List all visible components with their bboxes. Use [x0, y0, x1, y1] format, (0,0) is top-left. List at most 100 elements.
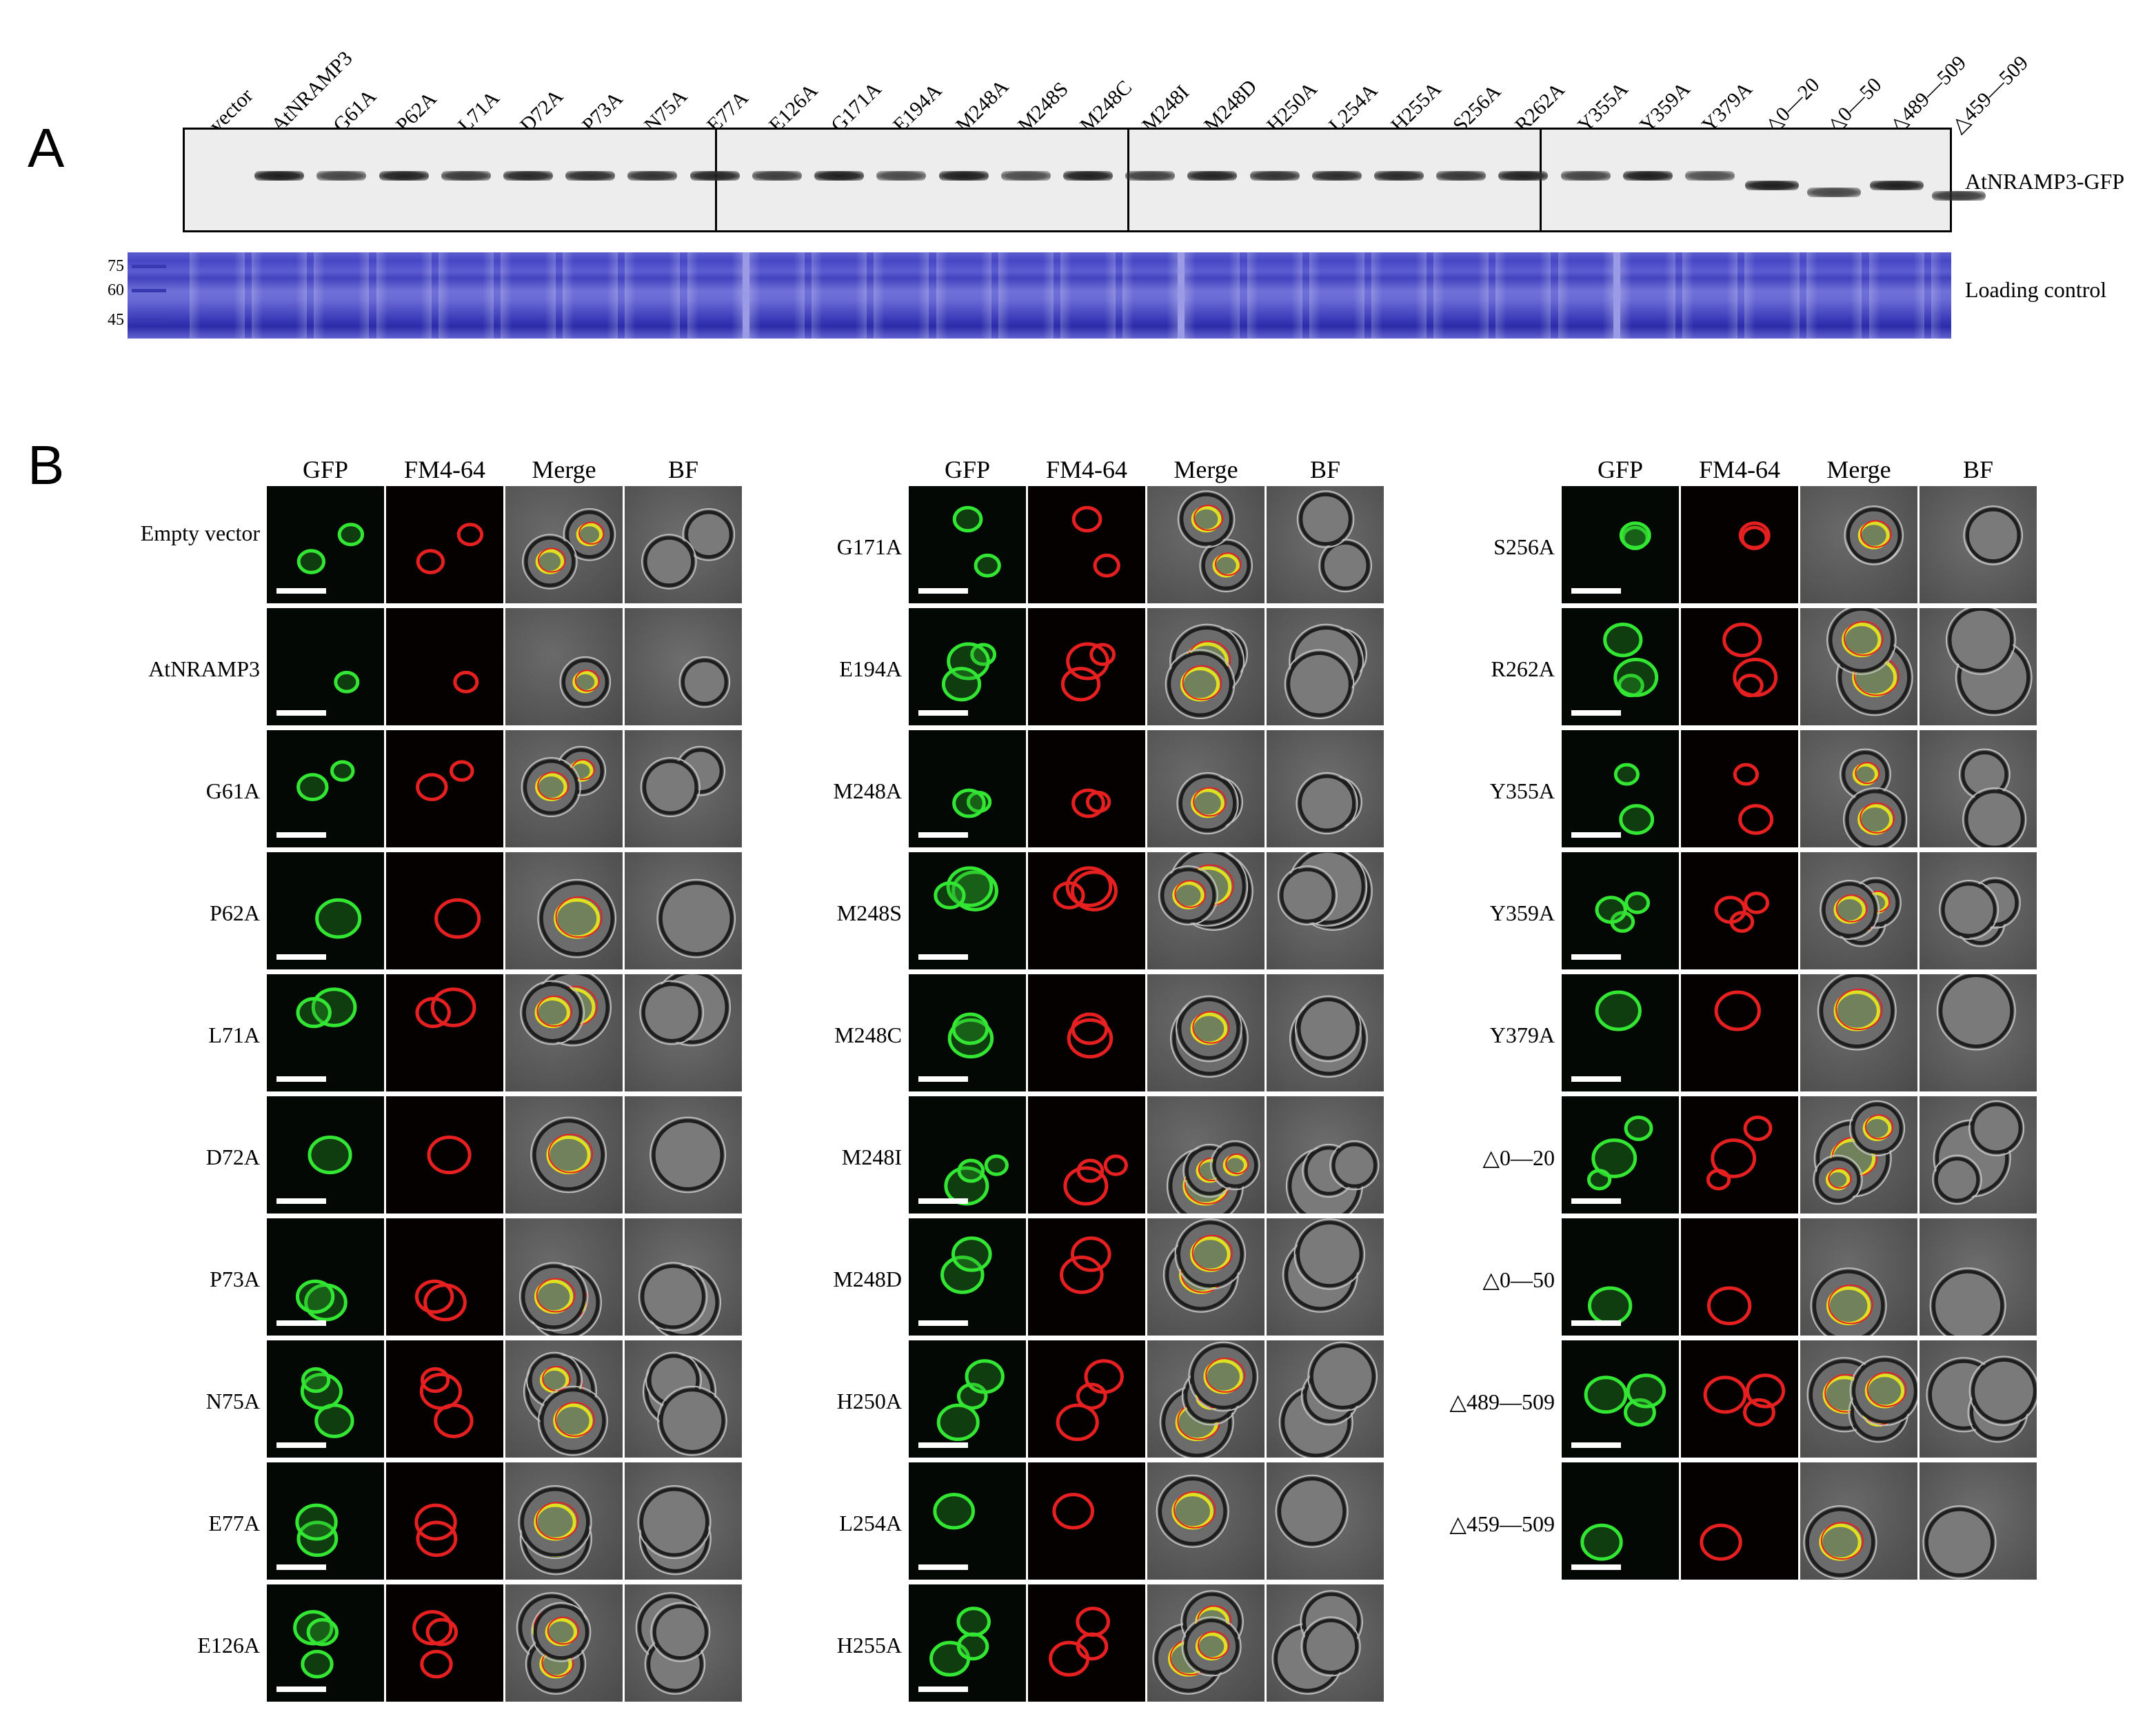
micrograph-gfp: [1562, 730, 1679, 847]
micrograph-gfp: [909, 974, 1026, 1091]
gel-segment-divider: [1178, 252, 1185, 339]
micrograph-gfp: [909, 608, 1026, 725]
protein-band: [1311, 171, 1362, 181]
protein-band: [814, 171, 865, 181]
micrograph-bf: [1920, 730, 2037, 847]
micrograph-gfp: [1562, 1340, 1679, 1458]
scale-bar: [276, 1442, 326, 1448]
micrograph-merge: [1800, 852, 1917, 969]
protein-band: [1187, 171, 1238, 181]
micrograph-fm: [1681, 1462, 1798, 1580]
micrograph-merge: [1800, 608, 1917, 725]
micrograph-merge: [1147, 730, 1265, 847]
micrograph-bf: [1920, 1462, 2037, 1580]
gel-lane: [190, 252, 245, 339]
scale-bar: [918, 588, 968, 594]
ladder-band-45: [132, 319, 166, 322]
mw-marker-75: 75: [108, 257, 124, 275]
micrograph-fm: [1028, 1462, 1145, 1580]
row-label: Y379A: [1489, 1023, 1555, 1047]
row-label: D72A: [205, 1145, 260, 1169]
gel-lane: [438, 252, 494, 339]
micrograph-fm: [386, 486, 503, 603]
scale-bar: [1571, 1564, 1621, 1570]
micrograph-merge: [505, 486, 623, 603]
micrograph-merge: [1800, 730, 1917, 847]
micrograph-fm: [1028, 1340, 1145, 1458]
row-label: M248A: [833, 778, 902, 803]
gel-lane: [1744, 252, 1800, 339]
protein-band: [1869, 181, 1924, 190]
protein-band: [316, 171, 367, 181]
micrograph-fm: [1028, 1218, 1145, 1336]
protein-band: [938, 171, 989, 181]
micrograph-bf: [625, 852, 742, 969]
column-header-merge: Merge: [1826, 456, 1891, 483]
row-label: L254A: [839, 1511, 902, 1535]
row-label: S256A: [1493, 534, 1555, 559]
micrograph-gfp: [1562, 608, 1679, 725]
micrograph-bf: [1920, 486, 2037, 603]
gel-lane: [625, 252, 681, 339]
micrograph-gfp: [267, 486, 384, 603]
scale-bar: [918, 1198, 968, 1204]
row-label: E194A: [839, 656, 902, 681]
gel-lane: [1433, 252, 1489, 339]
micrograph-fm: [1681, 608, 1798, 725]
protein-band: [876, 171, 927, 181]
micrograph-gfp: [267, 1340, 384, 1458]
micrograph-gfp: [909, 1462, 1026, 1580]
micrograph-fm: [1028, 974, 1145, 1091]
scale-bar: [1571, 1198, 1621, 1204]
gel-lane: [314, 252, 370, 339]
micrograph-bf: [1267, 1096, 1384, 1214]
scale-bar: [1571, 1442, 1621, 1448]
micrograph-bf: [1267, 1340, 1384, 1458]
micrograph-gfp: [1562, 974, 1679, 1091]
scale-bar: [276, 1076, 326, 1082]
micrograph-merge: [1147, 852, 1265, 969]
gel-lane: [1931, 252, 1951, 339]
micrograph-bf: [1920, 1096, 2037, 1214]
column-header-bf: BF: [1962, 456, 1994, 483]
micrograph-merge: [1147, 974, 1265, 1091]
gel-lane: [1620, 252, 1675, 339]
scale-bar: [276, 832, 326, 838]
gel-lane: [501, 252, 556, 339]
panel-a-letter: A: [28, 117, 65, 179]
micrograph-gfp: [909, 1340, 1026, 1458]
micrograph-gfp: [267, 730, 384, 847]
micrograph-gfp: [1562, 1462, 1679, 1580]
micrograph-gfp: [267, 852, 384, 969]
row-label: △0—50: [1482, 1267, 1555, 1292]
micrograph-merge: [505, 852, 623, 969]
micrograph-gfp: [909, 1218, 1026, 1336]
gel-lane: [1682, 252, 1738, 339]
micrograph-fm: [1681, 730, 1798, 847]
gel-lane: [1060, 252, 1116, 339]
row-label: E126A: [197, 1633, 260, 1658]
row-label: E77A: [208, 1511, 260, 1535]
row-label: G171A: [836, 534, 902, 559]
gel-lane: [376, 252, 432, 339]
micrograph-bf: [625, 1218, 742, 1336]
column-header-gfp: GFP: [1597, 456, 1644, 483]
column-header-fm: FM4-64: [1045, 456, 1128, 483]
micrograph-merge: [1800, 486, 1917, 603]
micrograph-merge: [505, 1584, 623, 1702]
panel-a: A vector AtNRAMP3 G61A P62A L71A D72A P73A N75A…: [0, 0, 2156, 386]
gel-lane: [1495, 252, 1551, 339]
micrograph-bf: [1267, 486, 1384, 603]
micrograph-fm: [386, 1584, 503, 1702]
micrograph-merge: [1800, 1096, 1917, 1214]
micrograph-merge: [1147, 1340, 1265, 1458]
micrograph-gfp: [909, 486, 1026, 603]
micrograph-gfp: [267, 1096, 384, 1214]
protein-band: [1125, 171, 1176, 181]
micrograph-bf: [1920, 608, 2037, 725]
micrograph-fm: [386, 1340, 503, 1458]
protein-band: [1622, 171, 1673, 181]
micrograph-merge: [505, 730, 623, 847]
micrograph-bf: [625, 1340, 742, 1458]
protein-band: [1000, 171, 1051, 181]
